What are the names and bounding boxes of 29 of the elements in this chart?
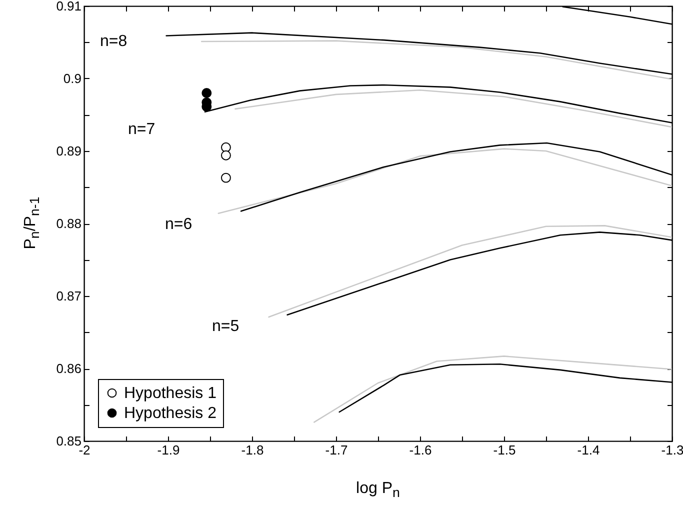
x-axis-title: log P$_{n}$	[355, 480, 401, 500]
y-tick-label: 0.86	[56, 361, 82, 376]
y-tick-label: 0.9	[63, 71, 82, 86]
y-tick-label: 0.87	[56, 288, 82, 304]
x-tick-label: -1.4	[577, 442, 600, 458]
y-tick-label: 0.89	[56, 144, 82, 158]
annotation: n=7	[128, 121, 156, 139]
point	[220, 172, 231, 183]
point	[220, 150, 231, 160]
legend-label: Hypothesis 2	[124, 405, 217, 422]
x-tick-label: -1.6	[409, 442, 432, 458]
y-tick-label: 0.91	[56, 0, 82, 14]
line-series	[234, 89, 672, 128]
annotation: n=8	[100, 33, 128, 51]
legend-label: Hypothesis 1	[124, 385, 217, 402]
line-series	[200, 40, 672, 80]
annotation: n=5	[212, 318, 240, 336]
x-tick-label: -1.9	[157, 442, 180, 458]
point	[202, 88, 212, 98]
line-series	[314, 356, 672, 423]
point	[220, 142, 231, 152]
y-tick-label: 0.88	[56, 216, 82, 231]
annotation: n=6	[165, 216, 192, 234]
x-tick-label: -1.5	[493, 442, 516, 458]
x-tick-label: -1.7	[325, 442, 348, 458]
x-tick-label: -1.8	[241, 442, 264, 458]
y-tick-label: 0.85	[56, 434, 82, 448]
line-series	[218, 148, 672, 214]
x-tick-label: -1.3	[661, 442, 683, 458]
